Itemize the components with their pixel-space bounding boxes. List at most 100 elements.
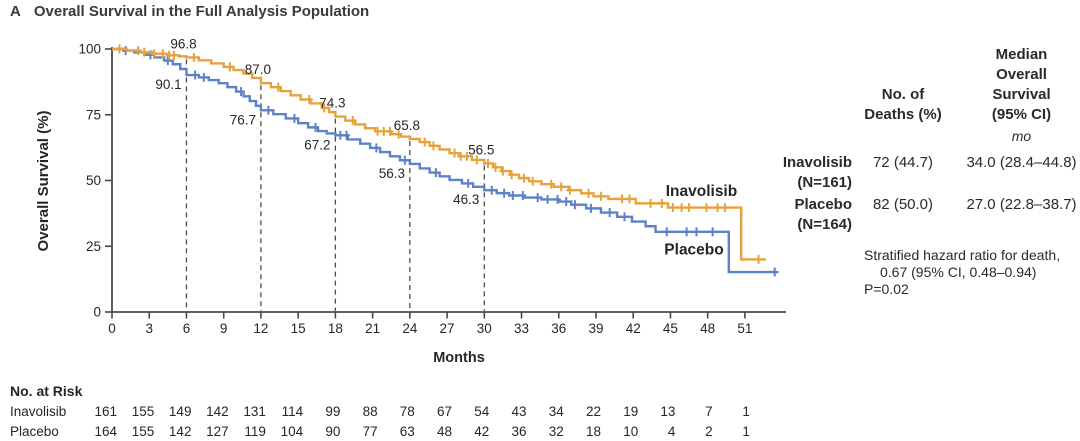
at-risk-value: 155 bbox=[132, 404, 155, 419]
at-risk-value: 127 bbox=[206, 424, 229, 439]
at-risk-value: 164 bbox=[94, 424, 117, 439]
svg-text:6: 6 bbox=[183, 321, 191, 336]
at-risk-value: 63 bbox=[400, 424, 415, 439]
series-inavolisib: 96.8 87.0 74.3 65.8 56.5 Inavolisib bbox=[112, 36, 767, 264]
annotation-inavolisib-18mo: 74.3 bbox=[319, 96, 345, 111]
x-axis-label: Months bbox=[433, 350, 485, 366]
svg-text:45: 45 bbox=[663, 321, 678, 336]
svg-text:36: 36 bbox=[551, 321, 566, 336]
at-risk-value: 1 bbox=[742, 424, 750, 439]
row-label-placebo: Placebo (N=164) bbox=[794, 196, 852, 233]
svg-text:27: 27 bbox=[440, 321, 455, 336]
km-curve-inavolisib bbox=[112, 47, 767, 261]
at-risk-value: 48 bbox=[437, 424, 452, 439]
svg-text:24: 24 bbox=[402, 321, 418, 336]
annotation-inavolisib-6mo: 96.8 bbox=[170, 36, 196, 51]
annotation-placebo-6mo: 90.1 bbox=[155, 77, 181, 92]
svg-text:25: 25 bbox=[86, 239, 101, 254]
series-placebo: 90.1 76.7 67.2 56.3 46.3 Placebo bbox=[112, 46, 779, 277]
panel-letter: A bbox=[10, 3, 21, 20]
km-curve-placebo bbox=[112, 47, 779, 274]
annotation-inavolisib-24mo: 65.8 bbox=[394, 118, 420, 133]
at-risk-value: 2 bbox=[705, 424, 713, 439]
at-risk-value: 19 bbox=[623, 404, 638, 419]
annotation-placebo-24mo: 56.3 bbox=[379, 166, 405, 181]
at-risk-value: 142 bbox=[206, 404, 229, 419]
at-risk-value: 90 bbox=[325, 424, 340, 439]
figure-title: Overall Survival in the Full Analysis Po… bbox=[33, 3, 370, 20]
at-risk-value: 104 bbox=[281, 424, 304, 439]
median-inavolisib: 34.0 (28.4–44.8) bbox=[966, 154, 1077, 171]
at-risk-value: 67 bbox=[437, 404, 452, 419]
at-risk-value: 155 bbox=[132, 424, 155, 439]
svg-text:21: 21 bbox=[365, 321, 380, 336]
at-risk-value: 77 bbox=[363, 424, 378, 439]
annotation-inavolisib-30mo: 56.5 bbox=[468, 142, 494, 157]
svg-text:3: 3 bbox=[145, 321, 153, 336]
at-risk-row-label: Inavolisib bbox=[10, 404, 66, 419]
y-axis-label: Overall Survival (%) bbox=[35, 111, 52, 252]
at-risk-value: 7 bbox=[705, 404, 713, 419]
svg-text:0: 0 bbox=[108, 321, 116, 336]
annotation-placebo-12mo: 76.7 bbox=[230, 112, 256, 127]
svg-text:30: 30 bbox=[477, 321, 492, 336]
at-risk-value: 114 bbox=[282, 404, 304, 419]
svg-text:18: 18 bbox=[328, 321, 343, 336]
svg-text:48: 48 bbox=[700, 321, 715, 336]
at-risk-value: 119 bbox=[244, 424, 266, 439]
row-label-inavolisib: Inavolisib (N=161) bbox=[782, 154, 852, 191]
at-risk-value: 4 bbox=[668, 424, 676, 439]
units-label: mo bbox=[1011, 128, 1032, 144]
median-os-column-header: Median Overall Survival (95% CI) bbox=[991, 46, 1052, 123]
at-risk-value: 13 bbox=[660, 404, 675, 419]
censor-marks-placebo bbox=[122, 46, 779, 277]
at-risk-value: 78 bbox=[400, 404, 415, 419]
at-risk-value: 36 bbox=[511, 424, 526, 439]
at-risk-value: 161 bbox=[94, 404, 117, 419]
deaths-placebo: 82 (50.0) bbox=[872, 196, 934, 213]
hazard-ratio-note: Stratified hazard ratio for death, 0.67 … bbox=[864, 247, 1061, 297]
dashed-reference-lines bbox=[185, 59, 485, 311]
svg-text:42: 42 bbox=[626, 321, 641, 336]
at-risk-value: 43 bbox=[511, 404, 526, 419]
median-placebo: 27.0 (22.8–38.7) bbox=[966, 196, 1077, 213]
at-risk-value: 54 bbox=[474, 404, 490, 419]
figure-title-row: A Overall Survival in the Full Analysis … bbox=[10, 3, 369, 20]
annotation-placebo-30mo: 46.3 bbox=[453, 192, 479, 207]
svg-text:100: 100 bbox=[78, 42, 101, 57]
svg-text:75: 75 bbox=[86, 107, 101, 122]
at-risk-value: 42 bbox=[474, 424, 489, 439]
annotation-inavolisib-12mo: 87.0 bbox=[245, 62, 271, 77]
svg-text:0: 0 bbox=[93, 305, 101, 320]
at-risk-value: 131 bbox=[243, 404, 266, 419]
at-risk-value: 1 bbox=[742, 404, 750, 419]
at-risk-row-label: Placebo bbox=[10, 424, 59, 439]
at-risk-value: 10 bbox=[623, 424, 638, 439]
svg-text:33: 33 bbox=[514, 321, 529, 336]
at-risk-value: 34 bbox=[549, 404, 565, 419]
svg-text:12: 12 bbox=[253, 321, 268, 336]
svg-text:51: 51 bbox=[737, 321, 752, 336]
svg-text:15: 15 bbox=[291, 321, 306, 336]
annotation-placebo-18mo: 67.2 bbox=[304, 137, 330, 152]
at-risk-heading: No. at Risk bbox=[10, 383, 83, 399]
curve-label-placebo: Placebo bbox=[664, 242, 723, 259]
svg-text:39: 39 bbox=[588, 321, 603, 336]
at-risk-value: 142 bbox=[169, 424, 192, 439]
at-risk-value: 18 bbox=[586, 424, 601, 439]
at-risk-value: 32 bbox=[549, 424, 564, 439]
censor-marks-inavolisib bbox=[115, 44, 763, 264]
curve-label-inavolisib: Inavolisib bbox=[666, 183, 738, 200]
at-risk-value: 99 bbox=[325, 404, 340, 419]
at-risk-value: 88 bbox=[363, 404, 378, 419]
at-risk-value: 149 bbox=[169, 404, 192, 419]
at-risk-value: 22 bbox=[586, 404, 601, 419]
deaths-column-header: No. of Deaths (%) bbox=[864, 86, 942, 123]
svg-text:9: 9 bbox=[220, 321, 228, 336]
deaths-inavolisib: 72 (44.7) bbox=[872, 154, 934, 171]
svg-text:50: 50 bbox=[86, 173, 101, 188]
